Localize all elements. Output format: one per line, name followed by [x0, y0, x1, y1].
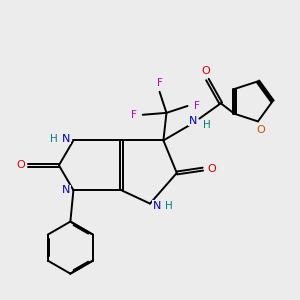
Text: F: F [131, 110, 137, 120]
Text: N: N [62, 134, 71, 143]
Text: N: N [189, 116, 197, 125]
Text: O: O [256, 125, 266, 135]
Text: N: N [153, 200, 161, 211]
Text: F: F [194, 101, 200, 111]
Text: H: H [203, 120, 211, 130]
Text: O: O [16, 160, 25, 170]
Text: O: O [207, 164, 216, 174]
Text: F: F [157, 78, 163, 88]
Text: H: H [165, 200, 173, 211]
Text: O: O [201, 66, 210, 76]
Text: N: N [62, 185, 71, 195]
Text: H: H [50, 134, 58, 143]
